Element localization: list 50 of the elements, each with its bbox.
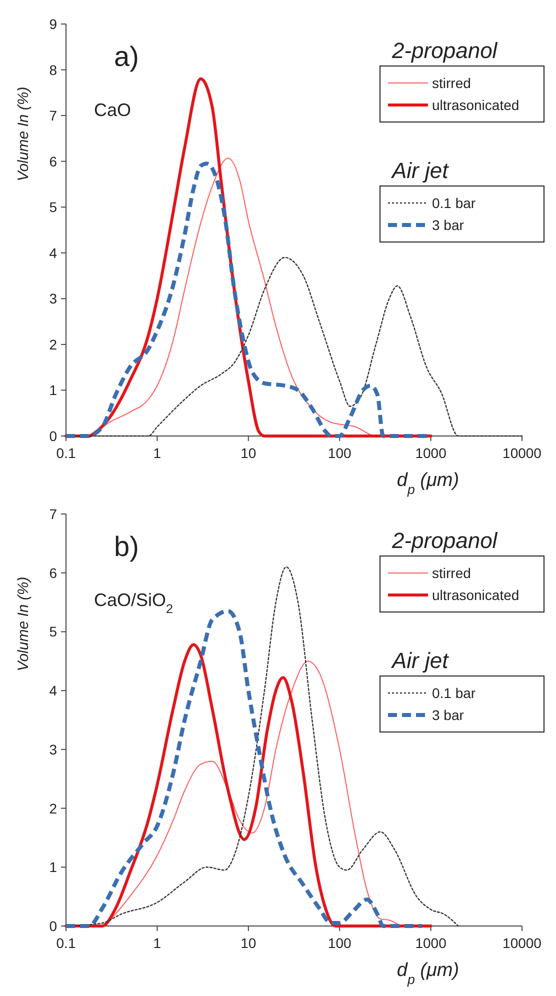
- y-tick-label: 0: [49, 428, 58, 444]
- x-tick-label: 10: [240, 935, 256, 951]
- annotation: b): [114, 531, 139, 562]
- legend-title: 2-propanol: [391, 38, 498, 63]
- legend-label: 0.1 bar: [432, 685, 476, 701]
- legend-label: 3 bar: [432, 707, 464, 723]
- y-tick-label: 3: [49, 290, 58, 307]
- legend-label: 0.1 bar: [432, 195, 476, 211]
- y-tick-label: 5: [49, 624, 58, 640]
- y-axis-title: Volume In (%): [15, 86, 32, 182]
- y-tick-label: 7: [49, 506, 58, 522]
- y-tick-label: 7: [49, 108, 58, 124]
- y-tick-label: 4: [49, 682, 58, 699]
- annotation: Air jet: [390, 648, 450, 673]
- y-tick-label: 2: [49, 336, 58, 352]
- x-tick-label: 100: [328, 935, 352, 951]
- legend-label: ultrasonicated: [432, 97, 520, 113]
- annotation: a): [114, 41, 139, 72]
- x-tick-label: 10000: [502, 935, 542, 951]
- legend-label: stirred: [432, 75, 471, 91]
- y-tick-label: 1: [49, 859, 58, 876]
- y-tick-label: 6: [49, 564, 58, 581]
- annotation: Air jet: [390, 158, 450, 183]
- x-axis-title: d$_{p}$ (μm): [396, 960, 460, 986]
- y-tick-label: 8: [49, 62, 58, 78]
- y-tick-label: 4: [49, 244, 58, 261]
- y-tick-label: 5: [49, 199, 58, 216]
- x-tick-label: 10000: [502, 445, 542, 461]
- y-tick-label: 1: [49, 382, 58, 398]
- y-tick-label: 9: [49, 16, 58, 32]
- x-tick-label: 1000: [415, 935, 447, 951]
- x-tick-label: 100: [328, 445, 352, 461]
- x-tick-label: 0.1: [56, 935, 76, 951]
- y-tick-label: 2: [49, 800, 58, 816]
- x-tick-label: 1000: [415, 445, 447, 461]
- x-tick-label: 0.1: [56, 445, 76, 461]
- annotation: CaO/SiO$_{2}$: [94, 590, 174, 616]
- legend-label: ultrasonicated: [432, 587, 520, 603]
- x-tick-label: 1: [153, 445, 162, 461]
- y-axis-title: Volume In (%): [15, 576, 32, 672]
- x-axis-title: d$_{p}$ (μm): [396, 470, 460, 496]
- legend-label: stirred: [432, 565, 471, 581]
- y-tick-label: 6: [49, 153, 58, 170]
- x-tick-label: 10: [240, 445, 256, 461]
- legend-title: 2-propanol: [391, 528, 498, 553]
- x-tick-label: 1: [153, 935, 162, 951]
- legend-label: 3 bar: [432, 217, 464, 233]
- y-tick-label: 0: [49, 918, 58, 934]
- y-tick-label: 3: [49, 741, 58, 758]
- annotation: CaO: [94, 100, 132, 120]
